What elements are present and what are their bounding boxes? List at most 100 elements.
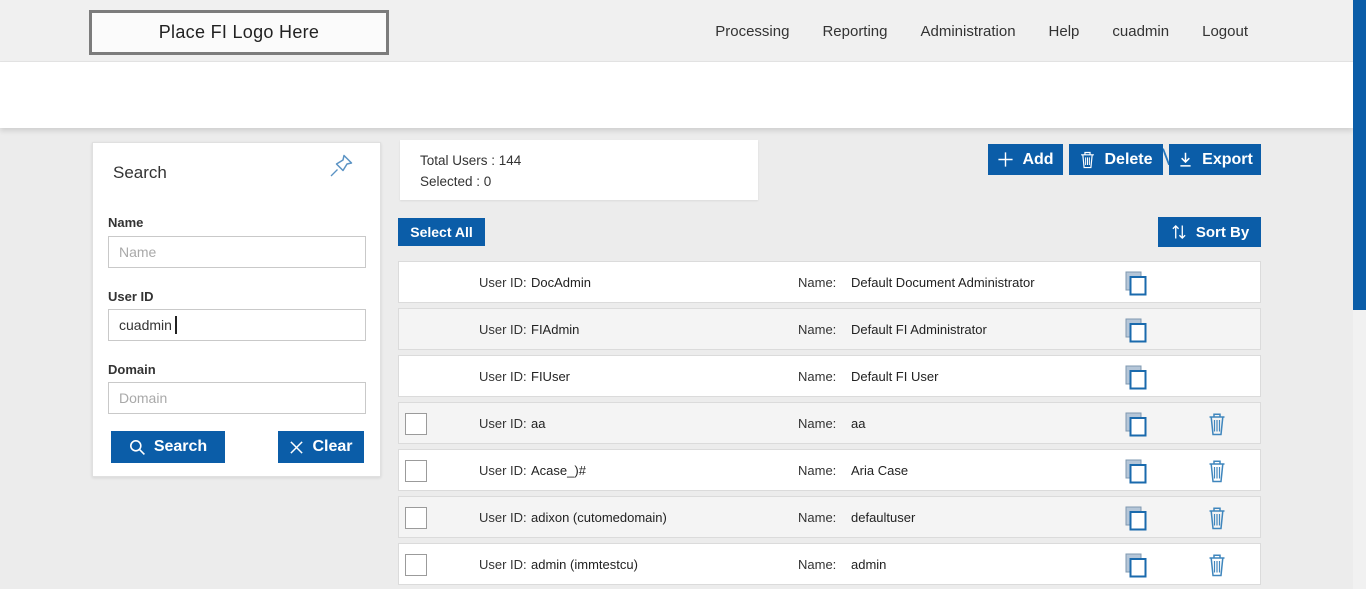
delete-user-icon[interactable] xyxy=(1207,506,1227,530)
row-checkbox[interactable] xyxy=(405,413,427,435)
user-id-label: User ID: xyxy=(479,368,527,384)
scrollbar-track[interactable] xyxy=(1353,0,1366,589)
summary-box: Total Users : 144 Selected : 0 xyxy=(400,140,758,200)
nav-item-username[interactable]: cuadmin xyxy=(1112,22,1170,40)
table-row: User ID: adixon (cutomedomain) Name: def… xyxy=(398,496,1261,538)
name-value: Aria Case xyxy=(851,462,909,478)
user-id-label: User ID: xyxy=(479,415,527,431)
search-icon xyxy=(129,439,145,455)
domain-input[interactable] xyxy=(108,382,366,414)
select-all-button[interactable]: Select All xyxy=(398,218,485,246)
sort-arrows-icon xyxy=(1172,224,1186,240)
user-id-value: aa xyxy=(531,415,546,431)
name-value: admin xyxy=(851,556,887,572)
user-id-value: adixon (cutomedomain) xyxy=(531,509,667,525)
user-id-input[interactable] xyxy=(108,309,366,341)
sort-by-button[interactable]: Sort By xyxy=(1158,217,1261,247)
user-id-value: FIUser xyxy=(531,368,570,384)
trash-icon xyxy=(1081,151,1095,169)
copy-user-icon[interactable] xyxy=(1124,505,1149,532)
delete-user-icon[interactable] xyxy=(1207,412,1227,436)
user-id-label: User ID: xyxy=(479,556,527,572)
user-id-label: User ID: xyxy=(479,274,527,290)
table-row: User ID: Acase_)# Name: Aria Case xyxy=(398,449,1261,491)
name-input[interactable] xyxy=(108,236,366,268)
add-button-label: Add xyxy=(1022,150,1054,168)
top-bar: Place FI Logo Here Processing Reporting … xyxy=(0,0,1366,62)
main-nav: Processing Reporting Administration Help… xyxy=(715,0,1248,62)
name-value: Default FI User xyxy=(851,368,939,384)
delete-user-icon[interactable] xyxy=(1207,553,1227,577)
nav-item-help[interactable]: Help xyxy=(1048,22,1080,40)
delete-button-label: Delete xyxy=(1104,150,1153,168)
user-id-field-wrap xyxy=(108,309,366,341)
pin-icon[interactable] xyxy=(328,153,354,179)
name-label: Name: xyxy=(798,321,837,337)
title-bar: User Maintenance i IMM eSign xyxy=(0,62,1353,174)
copy-user-icon[interactable] xyxy=(1124,364,1149,391)
table-row: User ID: aa Name: aa xyxy=(398,402,1261,444)
table-row: User ID: DocAdmin Name: Default Document… xyxy=(398,261,1261,303)
search-button[interactable]: Search xyxy=(111,431,225,463)
total-users-text: Total Users : 144 xyxy=(420,153,522,168)
row-checkbox[interactable] xyxy=(405,460,427,482)
fi-logo-text: Place FI Logo Here xyxy=(158,22,320,42)
nav-item-processing[interactable]: Processing xyxy=(715,22,790,40)
search-button-label: Search xyxy=(153,438,208,455)
table-row: User ID: FIUser Name: Default FI User xyxy=(398,355,1261,397)
add-user-button[interactable]: Add xyxy=(988,144,1063,175)
name-value: Default FI Administrator xyxy=(851,321,987,337)
row-checkbox[interactable] xyxy=(405,507,427,529)
table-row: User ID: FIAdmin Name: Default FI Admini… xyxy=(398,308,1261,350)
user-id-value: Acase_)# xyxy=(531,462,586,478)
delete-users-button[interactable]: Delete xyxy=(1069,144,1163,175)
user-id-label: User ID: xyxy=(479,509,527,525)
copy-user-icon[interactable] xyxy=(1124,552,1149,579)
delete-user-icon[interactable] xyxy=(1207,459,1227,483)
search-panel: Search Name User ID Domain Search xyxy=(92,142,381,477)
close-icon xyxy=(290,440,304,454)
scrollbar-thumb[interactable] xyxy=(1353,0,1366,310)
name-label: Name: xyxy=(798,274,837,290)
name-label: Name: xyxy=(798,509,837,525)
domain-field-wrap xyxy=(108,382,366,414)
nav-item-logout[interactable]: Logout xyxy=(1202,22,1248,40)
user-id-value: FIAdmin xyxy=(531,321,580,337)
selected-count-text: Selected : 0 xyxy=(420,174,492,189)
export-button[interactable]: Export xyxy=(1169,144,1261,175)
name-label: Name: xyxy=(798,462,837,478)
text-caret xyxy=(175,316,177,334)
clear-button-label: Clear xyxy=(312,438,353,455)
name-label: Name: xyxy=(798,415,837,431)
copy-user-icon[interactable] xyxy=(1124,458,1149,485)
user-id-value: DocAdmin xyxy=(531,274,591,290)
clear-button[interactable]: Clear xyxy=(278,431,364,463)
export-button-label: Export xyxy=(1202,150,1253,168)
select-all-label: Select All xyxy=(410,224,473,240)
sort-by-label: Sort By xyxy=(1195,223,1250,241)
name-value: aa xyxy=(851,415,866,431)
user-id-label: User ID: xyxy=(479,321,527,337)
copy-user-icon[interactable] xyxy=(1124,270,1149,297)
user-list: User ID: DocAdmin Name: Default Document… xyxy=(398,261,1261,589)
user-id-value: admin (immtestcu) xyxy=(531,556,638,572)
name-label: Name: xyxy=(798,368,837,384)
name-value: defaultuser xyxy=(851,509,916,525)
name-value: Default Document Administrator xyxy=(851,274,1035,290)
table-row: User ID: admin (immtestcu) Name: admin xyxy=(398,543,1261,585)
fi-logo-placeholder: Place FI Logo Here xyxy=(89,10,389,55)
copy-user-icon[interactable] xyxy=(1124,411,1149,438)
name-field-label: Name xyxy=(108,215,144,230)
nav-item-administration[interactable]: Administration xyxy=(920,22,1016,40)
name-label: Name: xyxy=(798,556,837,572)
plus-icon xyxy=(998,152,1014,167)
user-id-label: User ID: xyxy=(479,462,527,478)
download-icon xyxy=(1180,152,1191,167)
row-checkbox[interactable] xyxy=(405,554,427,576)
nav-item-reporting[interactable]: Reporting xyxy=(822,22,888,40)
name-field-wrap xyxy=(108,236,366,268)
search-panel-title: Search xyxy=(113,163,167,182)
domain-field-label: Domain xyxy=(108,362,156,377)
copy-user-icon[interactable] xyxy=(1124,317,1149,344)
